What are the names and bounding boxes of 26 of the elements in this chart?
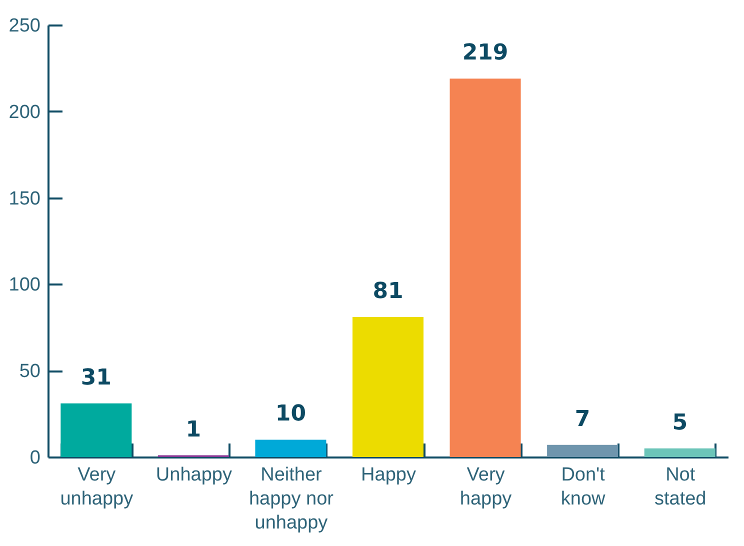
x-tick-label: Don't know (560, 464, 606, 510)
x-tick-label: Not stated (654, 464, 706, 510)
x-tick-label: Happy (361, 464, 416, 486)
data-label: 1 (186, 417, 202, 442)
data-label: 31 (80, 365, 112, 390)
x-tick-label: Unhappy (156, 464, 232, 486)
y-tick-label: 200 (8, 102, 40, 123)
y-tick-label: 100 (8, 274, 40, 296)
bar (255, 440, 326, 457)
x-tick-label: Very unhappy (60, 464, 134, 510)
bar (352, 317, 424, 457)
y-tick-label: 150 (8, 188, 40, 210)
bar (547, 444, 618, 457)
y-tick-label: 250 (8, 16, 40, 36)
bar (60, 403, 132, 457)
data-label: 5 (672, 410, 688, 436)
bar (450, 78, 521, 457)
y-tick-label: 0 (30, 448, 40, 468)
data-label: 7 (574, 406, 590, 432)
data-label: 10 (275, 402, 306, 427)
data-label: 219 (462, 40, 508, 66)
x-tick-label: Neither happy nor unhappy (248, 464, 334, 534)
data-label: 81 (372, 279, 404, 304)
y-tick-label: 50 (19, 361, 40, 382)
x-tick-label: Very happy (460, 464, 512, 510)
bar (644, 448, 716, 457)
